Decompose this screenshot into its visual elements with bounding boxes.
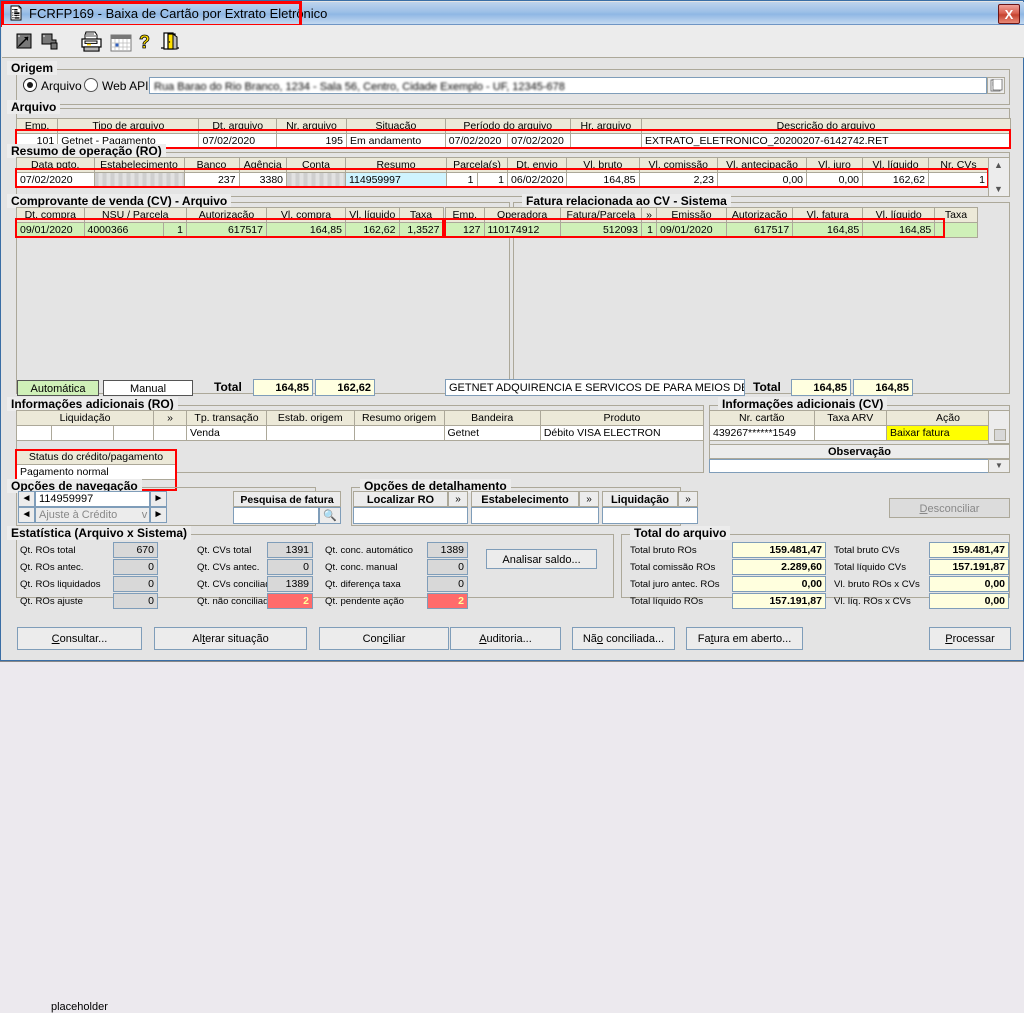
svg-text:Rua Barao do Rio Branco, 1234: Rua Barao do Rio Branco, 1234 - Sala 56,… [154, 81, 565, 93]
svg-text:?: ? [139, 32, 150, 52]
svg-text:X: X [1005, 7, 1014, 22]
